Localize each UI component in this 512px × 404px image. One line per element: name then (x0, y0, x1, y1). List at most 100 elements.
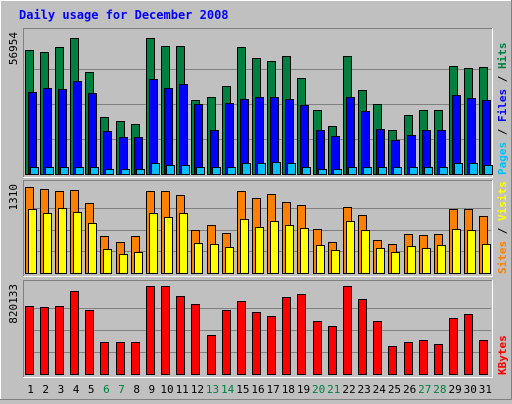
files-bar-14 (225, 103, 234, 175)
x-tick-label-15: 15 (236, 383, 249, 396)
x-tick-label-27: 27 (418, 383, 431, 396)
kbytes-bar-16 (252, 312, 261, 375)
series-visits (28, 208, 491, 274)
files-bar-16 (255, 97, 264, 175)
kbytes-bar-25 (388, 346, 397, 375)
visits-bar-21 (331, 250, 340, 274)
visits-bar-28 (437, 245, 446, 274)
x-tick-label-31: 31 (479, 383, 492, 396)
visits-bar-5 (88, 223, 97, 274)
pages-bar-23 (363, 167, 372, 175)
x-tick-label-13: 13 (206, 383, 219, 396)
files-bar-1 (28, 92, 37, 175)
files-bar-6 (103, 131, 112, 175)
legend-item-separator: / (496, 221, 509, 241)
visits-bar-29 (452, 229, 461, 274)
pages-bar-22 (348, 167, 357, 175)
pages-bar-30 (469, 163, 478, 175)
x-tick-label-7: 7 (118, 383, 125, 396)
chart-panels: 56954 Pages / Files / Hits 1310 Sites / Vis… (7, 28, 509, 378)
visits-bar-7 (119, 254, 128, 274)
panel-kbytes-legend: KBytes (496, 335, 509, 375)
visits-bar-10 (164, 217, 173, 274)
x-tick-label-26: 26 (403, 383, 416, 396)
legend-item-visits: Visits (496, 181, 509, 221)
x-tick-label-3: 3 (58, 383, 65, 396)
visits-bar-18 (285, 225, 294, 274)
pages-bar-15 (242, 163, 251, 175)
files-bar-10 (164, 88, 173, 175)
kbytes-bar-5 (85, 310, 94, 375)
kbytes-bar-7 (116, 342, 125, 375)
kbytes-bar-18 (282, 297, 291, 375)
pages-bar-11 (181, 165, 190, 175)
files-bar-2 (43, 88, 52, 175)
legend-item-pages: Pages (496, 142, 509, 175)
visits-bar-3 (58, 208, 67, 274)
kbytes-bar-26 (404, 342, 413, 375)
kbytes-bar-9 (146, 286, 155, 375)
kbytes-bar-24 (373, 321, 382, 375)
files-bar-31 (482, 100, 491, 175)
kbytes-bar-6 (100, 342, 109, 375)
pages-bar-26 (409, 167, 418, 175)
kbytes-bar-31 (479, 340, 488, 375)
x-tick-label-18: 18 (282, 383, 295, 396)
legend-item-separator: / (496, 69, 509, 89)
panel-visits-legend: Sites / Visits (496, 181, 509, 274)
panel-visits: 1310 Sites / Visits (7, 180, 509, 277)
pages-bar-12 (196, 167, 205, 175)
kbytes-bar-20 (313, 321, 322, 375)
visits-bar-13 (210, 244, 219, 274)
legend-item-hits: Hits (496, 43, 509, 70)
x-tick-label-9: 9 (149, 383, 156, 396)
visits-bar-23 (361, 230, 370, 274)
x-tick-label-6: 6 (103, 383, 110, 396)
x-tick-label-19: 19 (297, 383, 310, 396)
x-tick-label-21: 21 (327, 383, 340, 396)
kbytes-bar-10 (161, 286, 170, 375)
pages-bar-24 (378, 167, 387, 175)
kbytes-bar-13 (207, 335, 216, 375)
x-tick-label-24: 24 (373, 383, 387, 396)
panel-hits-ymax-label: 56954 (7, 32, 20, 65)
kbytes-bar-30 (464, 314, 473, 375)
pages-bar-21 (333, 169, 342, 175)
visits-bar-30 (467, 230, 476, 274)
panel-hits: 56954 Pages / Files / Hits (7, 28, 509, 178)
panel-kbytes: 820133 KBytes (7, 280, 509, 378)
legend-item-separator: / (496, 122, 509, 142)
pages-bar-31 (484, 165, 493, 175)
files-bar-21 (331, 136, 340, 175)
x-tick-label-17: 17 (267, 383, 280, 396)
visits-bar-22 (346, 221, 355, 274)
x-tick-label-25: 25 (388, 383, 401, 396)
x-tick-label-14: 14 (221, 383, 235, 396)
x-tick-label-11: 11 (176, 383, 189, 396)
panel-kbytes-ymax-label: 820133 (7, 284, 20, 324)
x-tick-label-5: 5 (88, 383, 95, 396)
series-kbytes (25, 286, 488, 375)
x-tick-label-29: 29 (448, 383, 461, 396)
visits-bar-14 (225, 247, 234, 274)
visits-bar-9 (149, 213, 158, 274)
pages-bar-2 (45, 167, 54, 175)
panel-hits-legend: Pages / Files / Hits (496, 43, 509, 176)
x-tick-label-1: 1 (27, 383, 34, 396)
pages-bar-28 (439, 167, 448, 175)
visits-bar-27 (422, 248, 431, 274)
pages-bar-16 (257, 163, 266, 175)
pages-bar-19 (302, 167, 311, 175)
files-bar-5 (88, 93, 97, 175)
files-bar-7 (119, 137, 128, 175)
visits-bar-31 (482, 244, 491, 274)
files-bar-19 (300, 105, 309, 175)
panel-visits-ymax-label: 1310 (7, 184, 20, 211)
files-bar-22 (346, 97, 355, 175)
x-axis-labels: 1 2 3 4 5 6 7 8 9 10 11 12 13 14 15 16 17 18 19 20 21 22 23 24 2… (27, 383, 492, 396)
visits-bar-26 (407, 246, 416, 274)
visits-bar-15 (240, 219, 249, 274)
kbytes-bar-17 (267, 316, 276, 375)
